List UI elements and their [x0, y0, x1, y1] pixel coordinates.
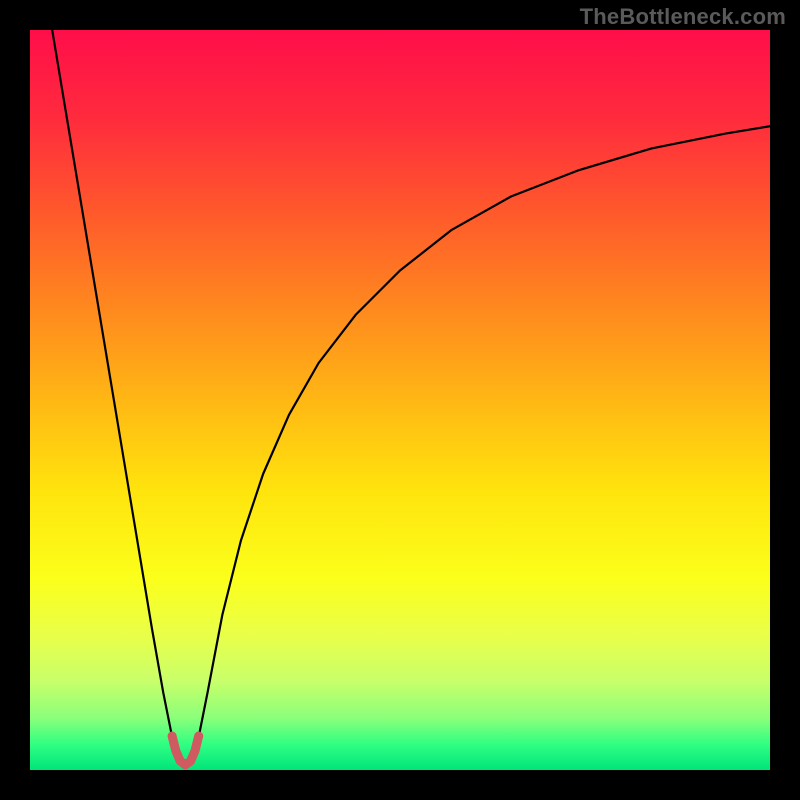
plot-area: [30, 30, 770, 770]
plot-background: [30, 30, 770, 770]
watermark-text: TheBottleneck.com: [580, 4, 786, 30]
plot-svg: [30, 30, 770, 770]
chart-stage: TheBottleneck.com: [0, 0, 800, 800]
